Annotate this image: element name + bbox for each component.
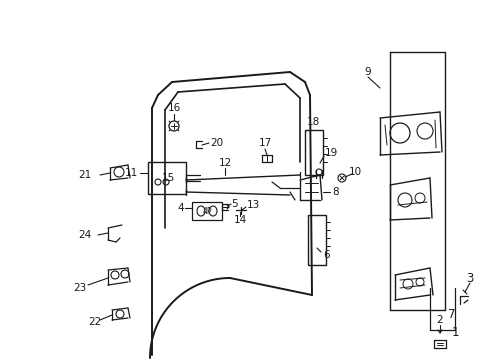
Text: 2: 2 (436, 315, 443, 325)
Text: 7: 7 (447, 309, 454, 321)
Text: 21: 21 (78, 170, 91, 180)
Bar (192, 202, 222, 220)
Text: 15: 15 (161, 173, 174, 183)
Bar (307, 215, 325, 265)
Text: 9: 9 (364, 67, 370, 77)
Text: 8: 8 (331, 187, 338, 197)
Text: 6: 6 (323, 250, 329, 260)
Text: 11: 11 (124, 168, 138, 178)
Text: 4P: 4P (202, 207, 211, 216)
Text: 5: 5 (230, 199, 237, 209)
Text: 22: 22 (88, 317, 101, 327)
Text: 20: 20 (209, 138, 223, 148)
Text: 14: 14 (233, 215, 246, 225)
Text: 1: 1 (450, 327, 458, 339)
Text: 17: 17 (258, 138, 271, 148)
Text: 12: 12 (218, 158, 231, 168)
Text: 4: 4 (177, 203, 183, 213)
Text: 16: 16 (167, 103, 180, 113)
Text: 19: 19 (325, 148, 338, 158)
Text: 10: 10 (348, 167, 361, 177)
Text: 3: 3 (466, 271, 473, 284)
Text: 24: 24 (78, 230, 91, 240)
Text: 23: 23 (73, 283, 86, 293)
Bar (148, 162, 185, 194)
Text: 18: 18 (306, 117, 319, 127)
Text: 13: 13 (246, 200, 260, 210)
Bar (305, 130, 323, 175)
